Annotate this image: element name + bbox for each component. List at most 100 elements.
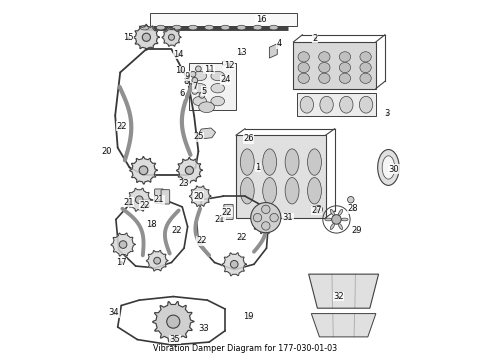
Ellipse shape [237,25,246,30]
Ellipse shape [308,149,321,175]
Text: 11: 11 [204,65,215,74]
Ellipse shape [330,209,335,215]
Ellipse shape [360,62,371,73]
Text: 8: 8 [183,77,189,86]
Polygon shape [309,274,379,308]
Text: 23: 23 [179,179,189,188]
Circle shape [139,166,148,175]
Ellipse shape [193,84,207,93]
Circle shape [315,206,322,213]
Text: 26: 26 [243,134,254,143]
Polygon shape [311,314,376,337]
Ellipse shape [199,102,215,113]
Circle shape [169,34,174,40]
Text: 30: 30 [389,165,399,174]
Text: 24: 24 [220,75,230,84]
Text: 7: 7 [192,82,197,91]
Circle shape [270,213,278,222]
Ellipse shape [263,149,276,175]
Polygon shape [222,253,246,276]
Ellipse shape [360,73,371,84]
Ellipse shape [253,25,262,30]
Circle shape [189,83,195,89]
Circle shape [222,61,227,65]
Circle shape [192,89,197,94]
Text: 22: 22 [172,226,182,235]
Circle shape [199,93,205,98]
Text: 19: 19 [244,312,254,321]
Polygon shape [162,28,181,46]
Ellipse shape [298,62,309,73]
Text: 21: 21 [123,198,134,207]
Ellipse shape [318,52,330,62]
Text: 22: 22 [236,233,246,242]
FancyBboxPatch shape [150,13,297,26]
Ellipse shape [339,224,343,230]
Text: 4: 4 [276,39,282,48]
Text: 16: 16 [256,15,267,24]
Ellipse shape [193,71,207,81]
Text: 22: 22 [139,201,150,210]
Text: 5: 5 [201,86,206,95]
Ellipse shape [382,156,395,179]
Text: 34: 34 [109,308,120,317]
Polygon shape [147,251,168,271]
Ellipse shape [140,25,149,30]
Ellipse shape [269,25,278,30]
FancyBboxPatch shape [155,189,163,203]
Polygon shape [297,93,376,116]
Ellipse shape [285,149,299,175]
Text: 1: 1 [255,163,260,172]
Circle shape [192,77,197,83]
Text: 15: 15 [123,33,134,42]
Text: 32: 32 [333,292,343,301]
Ellipse shape [221,25,230,30]
Polygon shape [111,233,135,256]
Text: 33: 33 [198,324,209,333]
Ellipse shape [205,25,214,30]
Ellipse shape [211,71,224,81]
Ellipse shape [298,52,309,62]
Ellipse shape [285,177,299,204]
Text: 10: 10 [175,66,186,75]
Ellipse shape [320,96,333,113]
Text: 22: 22 [116,122,126,131]
Polygon shape [236,135,326,218]
Ellipse shape [330,224,335,230]
Text: 35: 35 [170,335,180,344]
Ellipse shape [378,149,399,185]
Circle shape [251,203,281,233]
Text: 17: 17 [116,258,126,267]
Text: 9: 9 [185,72,190,81]
Polygon shape [190,186,211,206]
Text: 6: 6 [179,89,185,98]
FancyBboxPatch shape [161,190,170,204]
FancyBboxPatch shape [224,204,233,220]
Text: 21: 21 [215,215,225,224]
Polygon shape [198,128,216,139]
Ellipse shape [318,73,330,84]
Circle shape [135,196,143,203]
FancyBboxPatch shape [190,63,236,110]
Circle shape [253,213,262,222]
Text: 21: 21 [154,195,164,204]
Ellipse shape [360,52,371,62]
Text: 2: 2 [312,34,318,43]
Ellipse shape [340,96,353,113]
Ellipse shape [211,84,224,93]
Polygon shape [176,157,202,183]
Circle shape [142,33,150,41]
Ellipse shape [339,73,351,84]
Circle shape [262,222,270,230]
Polygon shape [127,188,151,211]
Text: 22: 22 [196,237,207,246]
Ellipse shape [211,96,224,106]
Circle shape [185,166,194,174]
Ellipse shape [193,96,207,106]
Ellipse shape [339,52,351,62]
Text: Vibration Damper Diagram for 177-030-01-03: Vibration Damper Diagram for 177-030-01-… [153,344,337,353]
Ellipse shape [339,62,351,73]
Ellipse shape [263,177,276,204]
Text: 31: 31 [283,213,294,222]
Polygon shape [130,157,157,184]
